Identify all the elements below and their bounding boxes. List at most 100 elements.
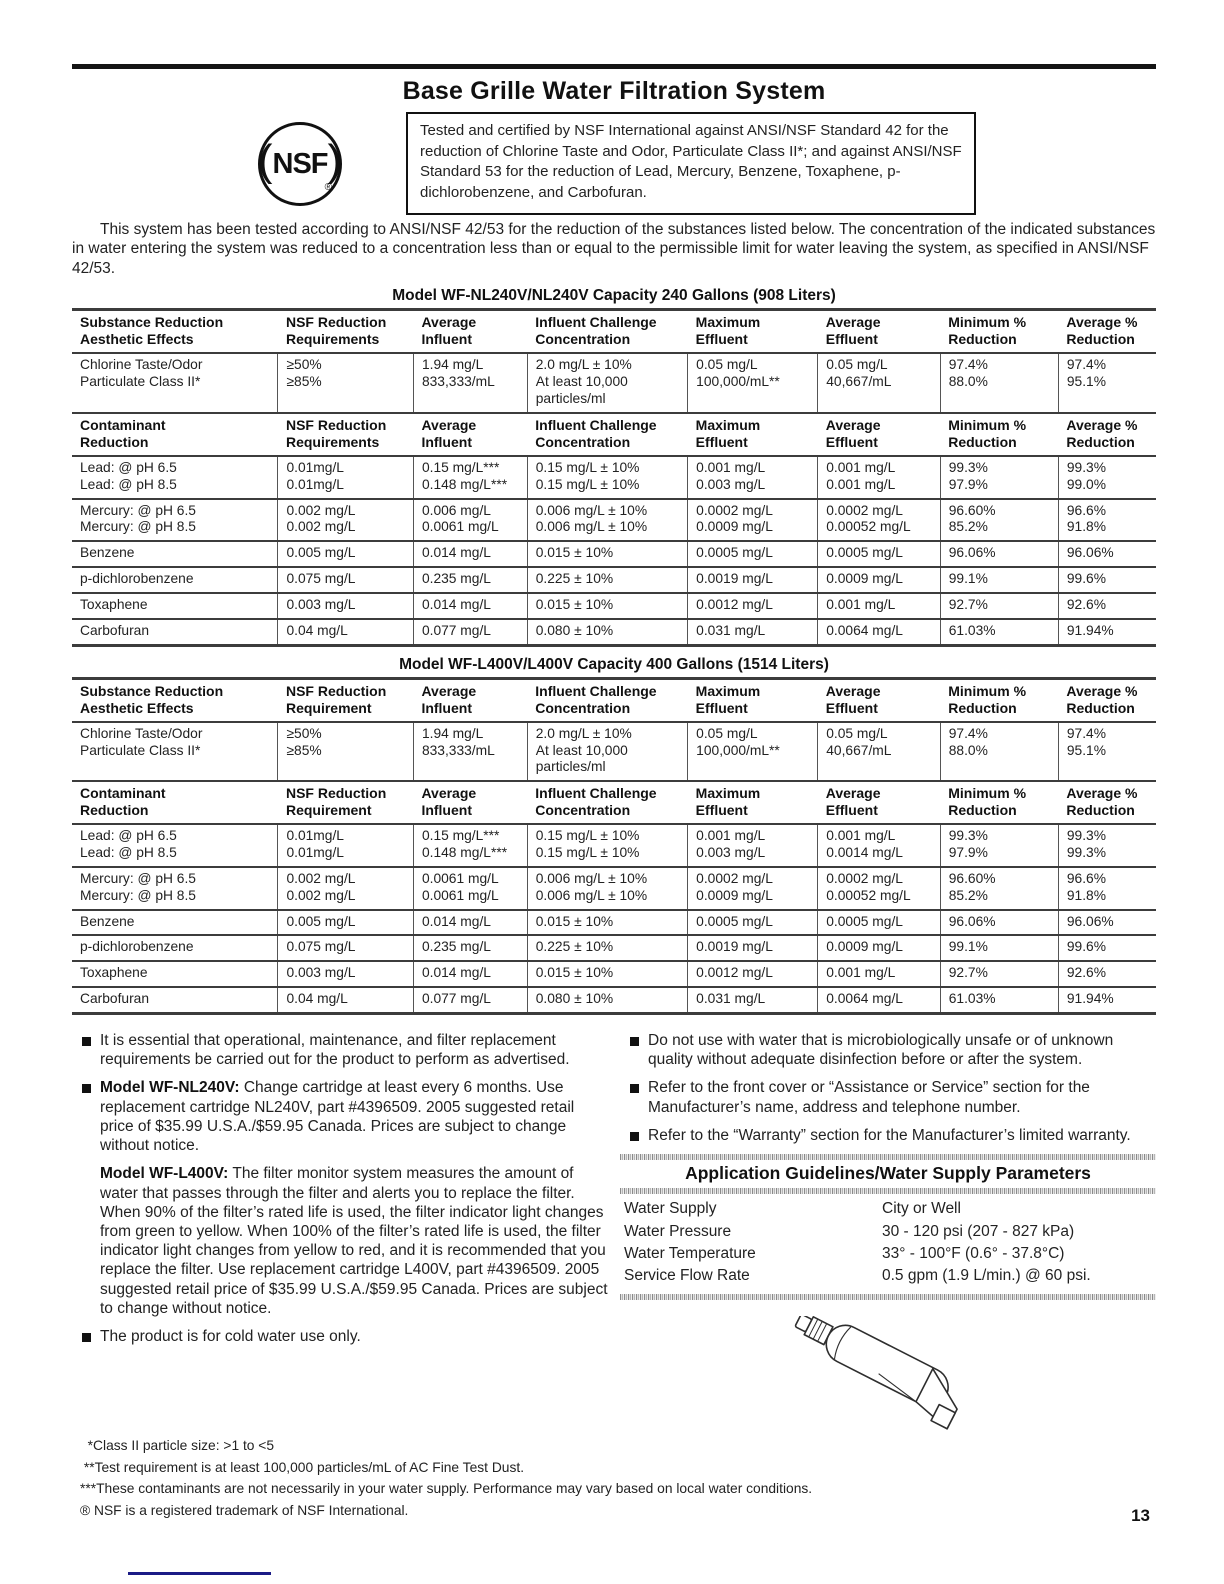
table-cell: 0.080 ± 10% [526,987,689,1014]
table-cell: 0.031 mg/L [687,987,819,1014]
table-cell: 96.06% [939,541,1059,569]
table-cell: 0.001 mg/L [817,592,941,620]
bullet-text: Model WF-NL240V: Change cartridge at lea… [100,1079,575,1155]
guideline-row: Service Flow Rate 0.5 gpm (1.9 L/min.) @ … [624,1265,1156,1287]
table-cell: 0.001 mg/L 0.001 mg/L [817,455,941,500]
table-header-cell: Substance Reduction Aesthetic Effects [72,309,278,355]
bullet-item: It is essential that operational, mainte… [72,1031,620,1069]
table-cell: 99.1% [939,567,1059,594]
table-header-cell: Average Influent [413,678,528,723]
table-cell: Benzene [72,541,279,569]
guideline-row: Water Pressure 30 - 120 psi (207 - 827 kP… [624,1221,1156,1243]
table-cell: 97.4% 88.0% [939,721,1059,783]
table-header-row: Substance Reduction Aesthetic Effects NSF… [72,309,1156,355]
table-cell: 96.60% 85.2% [939,867,1059,911]
table-cell: Lead: @ pH 6.5 Lead: @ pH 8.5 [72,824,279,868]
table-cell: 0.006 mg/L ± 10% 0.006 mg/L ± 10% [526,498,689,543]
table-cell: 0.015 ± 10% [526,909,689,937]
table-cell: Carbofuran [72,987,279,1014]
table-header-cell: Minimum % Reduction [940,780,1059,826]
page-title: Base Grille Water Filtration System [402,77,826,105]
bullet-item: Do not use with water that is microbiolo… [620,1031,1156,1069]
bullet-lead: Model WF-L400V: [100,1165,229,1183]
application-guidelines-table: Application Guidelines/Water Supply Para… [620,1154,1156,1300]
table-cell: Lead: @ pH 6.5 Lead: @ pH 8.5 [72,455,279,500]
table-cell: Chlorine Taste/Odor Particulate Class II… [72,721,279,783]
table-cell: 96.06% [939,909,1059,937]
table-cell: 0.014 mg/L [412,592,528,620]
table-cell: Chlorine Taste/Odor Particulate Class II… [72,353,279,414]
table-cell: 0.0012 mg/L [687,592,819,620]
bullet-text: Refer to the front cover or “Assistance … [648,1079,1090,1116]
table-cell: 0.0009 mg/L [817,935,941,963]
bullet-item: Model WF-NL240V: Change cartridge at lea… [72,1078,620,1155]
table-row: Benzene 0.005 mg/L 0.014 mg/L 0.015 ± 10% 0.… [72,541,1156,569]
table-caption: Model WF-L400V/L400V Capacity 400 Gallon… [399,655,829,673]
performance-table: Substance Reduction Aesthetic Effects NSF… [72,308,1156,647]
table-cell: 0.225 ± 10% [526,567,689,594]
footer-blue-line [128,1572,271,1575]
table-cell: 0.15 mg/L ± 10% 0.15 mg/L ± 10% [526,455,689,500]
table-cell: 0.0005 mg/L [687,909,819,937]
stipple-rule [620,1188,1156,1195]
table-row: Lead: @ pH 6.5 Lead: @ pH 8.5 0.01mg/L 0.… [72,824,1156,868]
table-cell: 99.6% [1057,567,1156,594]
table-cell: 0.0064 mg/L [817,987,941,1014]
guidelines-title: Application Guidelines/Water Supply Para… [685,1163,1091,1184]
bullet-square-icon [630,1036,639,1046]
footnote: ***These contaminants are not necessaril… [80,1481,813,1497]
table-cell: 0.05 mg/L 40,667/mL [817,353,941,414]
table-cell: 0.014 mg/L [412,541,528,569]
performance-table-400: Model WF-L400V/L400V Capacity 400 Gallon… [72,656,1156,1015]
table-cell: Carbofuran [72,618,279,646]
guideline-value: 33° - 100°F (0.6° - 37.8°C) [882,1245,1065,1262]
intro-paragraph: This system has been tested according to… [72,221,1156,277]
table-header-cell: Average % Reduction [1058,411,1156,457]
table-cell: 0.001 mg/L 0.003 mg/L [687,455,819,500]
table-cell: Toxaphene [72,592,279,620]
table-cell: 0.015 ± 10% [526,961,689,989]
table-cell: 0.0064 mg/L [817,618,941,646]
performance-table: Substance Reduction Aesthetic Effects NSF… [72,676,1156,1015]
bottom-columns: It is essential that operational, mainte… [72,1031,1156,1449]
nsf-logo-paren-right: ) [327,136,343,185]
table-cell: 96.6% 91.8% [1057,498,1156,543]
table-cell: p-dichlorobenzene [72,935,279,963]
table-cell: Toxaphene [72,961,279,989]
table-cell: 97.4% 95.1% [1057,353,1156,414]
table-cell: 99.1% [939,935,1059,963]
guideline-label: Water Supply [624,1200,717,1218]
table-header-cell: Maximum Effluent [687,678,818,723]
table-cell: 0.15 mg/L*** 0.148 mg/L*** [412,455,528,500]
bullet-text: It is essential that operational, mainte… [100,1031,570,1069]
bullet-square-icon [630,1084,639,1094]
certification-zone: (NSF) ® Tested and certified by NSF Inte… [72,112,1156,216]
table-cell: 0.0002 mg/L 0.00052 mg/L [817,867,941,911]
water-filter-cartridge-illustration [794,1313,958,1430]
table-header-row: Contaminant Reduction NSF Reduction Requi… [72,411,1156,457]
table-caption: Model WF-NL240V/NL240V Capacity 240 Gall… [392,287,836,305]
table-cell: 61.03% [939,618,1059,646]
table-header-cell: Maximum Effluent [687,780,818,826]
table-cell: 96.60% 85.2% [939,498,1059,543]
table-header-cell: Average Effluent [817,309,941,355]
guideline-row: Water Temperature 33° - 100°F (0.6° - 37.… [624,1243,1156,1265]
table-cell: 0.04 mg/L [277,987,414,1014]
table-header-row: Substance Reduction Aesthetic Effects NSF… [72,678,1156,723]
guideline-value: 30 - 120 psi (207 - 827 kPa) [882,1222,1075,1240]
table-header-cell: Minimum % Reduction [940,678,1059,723]
bullet-item: The product is for cold water use only. [72,1327,620,1346]
table-cell: 0.075 mg/L [277,567,414,594]
bullet-text: Refer to the “Warranty” section for the … [648,1126,1131,1144]
table-cell: 0.0009 mg/L [817,567,941,594]
bullet-square-icon [82,1084,91,1094]
table-header-cell: Average Influent [413,780,528,826]
table-row: p-dichlorobenzene 0.075 mg/L 0.235 mg/L 0.2… [72,935,1156,963]
table-cell: 0.080 ± 10% [526,618,689,646]
table-header-cell: Minimum % Reduction [940,309,1059,355]
guideline-value: 0.5 gpm (1.9 L/min.) @ 60 psi. [882,1267,1091,1285]
bullet-column-left: It is essential that operational, mainte… [72,1031,620,1449]
table-cell: 0.04 mg/L [277,618,414,646]
table-cell: 0.0005 mg/L [817,541,941,569]
